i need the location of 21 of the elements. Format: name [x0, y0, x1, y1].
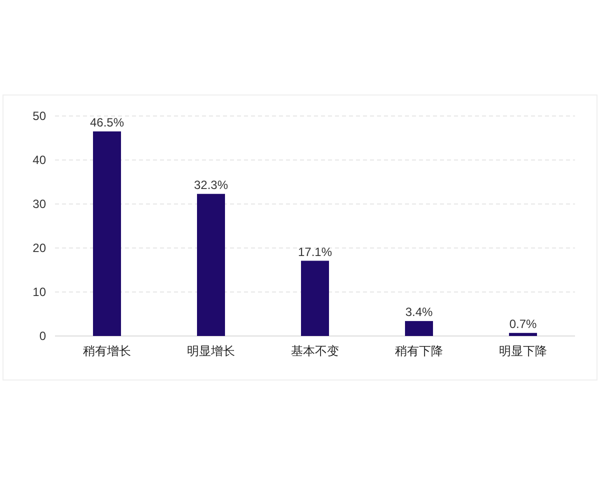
- y-tick-label: 10: [32, 285, 46, 299]
- y-tick-label: 40: [32, 153, 46, 167]
- y-tick-label: 50: [32, 109, 46, 123]
- data-label: 17.1%: [298, 244, 332, 259]
- y-tick-label: 0: [39, 329, 46, 343]
- x-tick-label: 明显增长: [187, 344, 235, 358]
- data-label: 3.4%: [405, 305, 433, 320]
- bar: [301, 260, 329, 336]
- data-label: 32.3%: [194, 178, 228, 192]
- x-tick-label: 明显下降: [499, 344, 547, 358]
- x-tick-label: 基本不变: [291, 344, 339, 358]
- bar: [197, 194, 225, 336]
- data-label: 46.5%: [90, 115, 124, 130]
- bar: [93, 131, 121, 336]
- data-label: 0.7%: [509, 316, 537, 331]
- bar: [509, 332, 537, 336]
- x-tick-label: 稍有增长: [83, 344, 131, 358]
- x-tick-label: 稍有下降: [395, 344, 443, 358]
- y-tick-label: 30: [32, 197, 46, 211]
- y-tick-label: 20: [32, 241, 46, 255]
- bar: [405, 321, 433, 336]
